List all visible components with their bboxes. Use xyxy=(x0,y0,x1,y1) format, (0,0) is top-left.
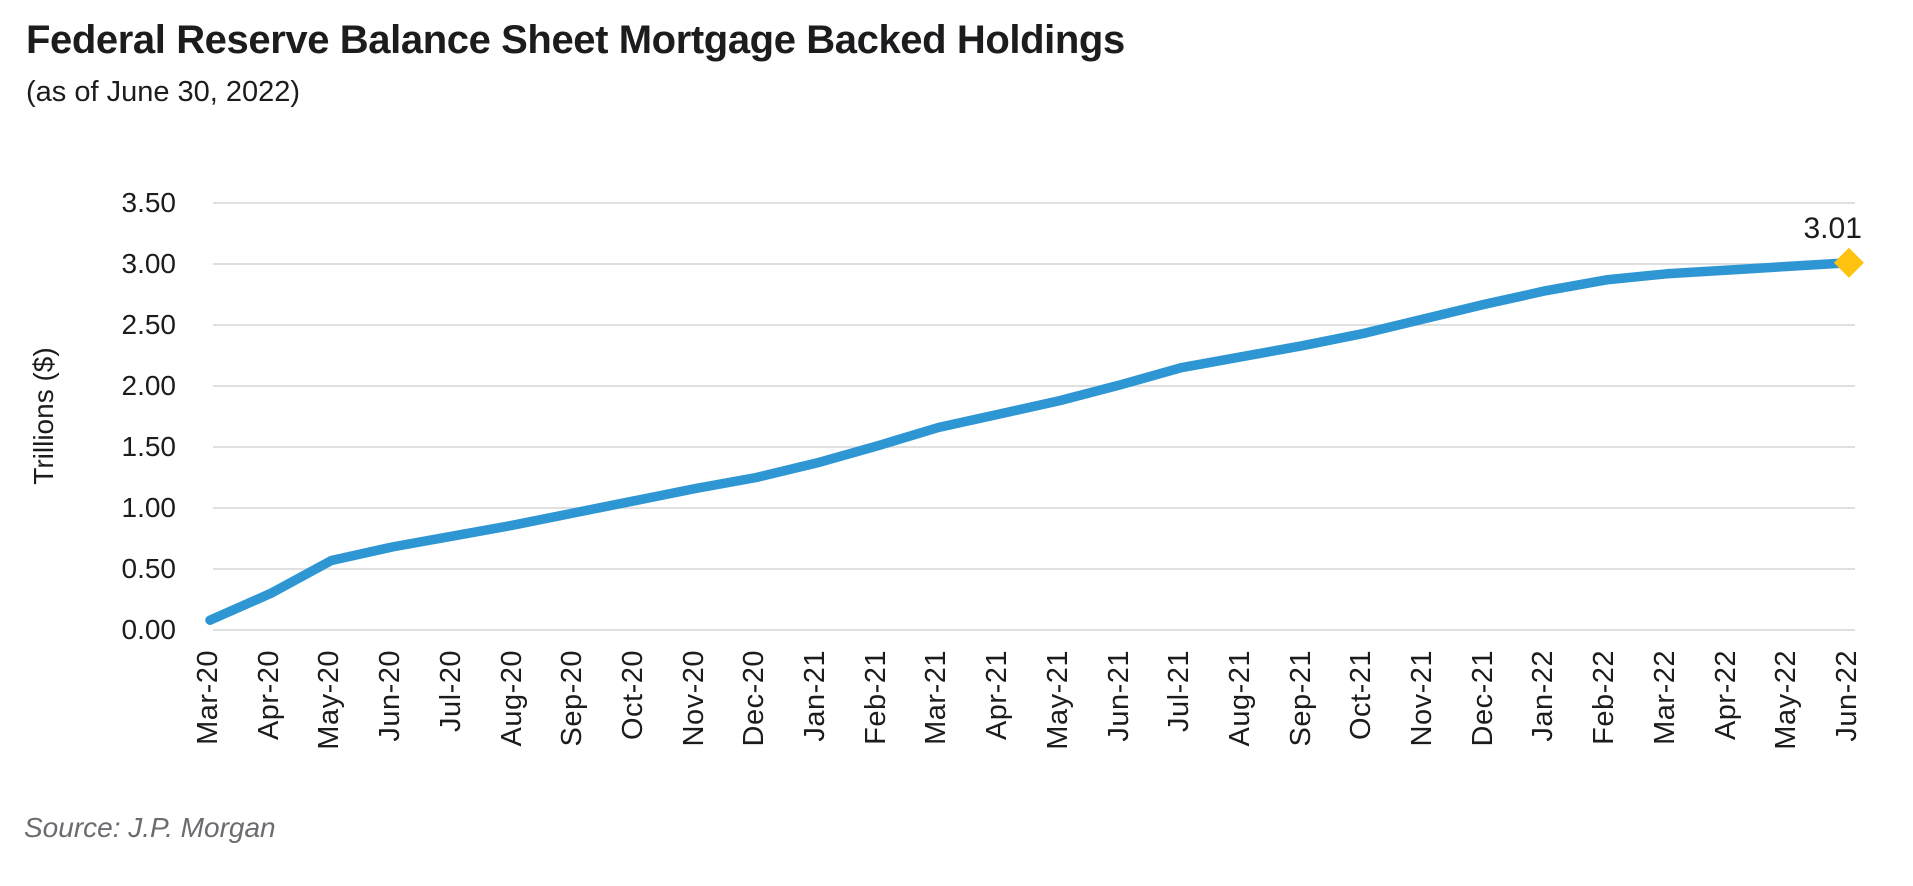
x-tick-label: Jun-22 xyxy=(1830,650,1863,742)
x-tick-label: Oct-20 xyxy=(616,650,649,741)
y-tick-label: 2.00 xyxy=(121,370,177,401)
x-tick-label: Apr-22 xyxy=(1709,650,1742,741)
x-tick-label: Mar-21 xyxy=(920,650,953,745)
end-value-label: 3.01 xyxy=(1803,211,1862,245)
x-tick-label: May-22 xyxy=(1770,650,1803,750)
x-tick-label: Aug-21 xyxy=(1223,650,1256,747)
y-tick-label: 1.50 xyxy=(121,431,177,462)
x-tick-label: Dec-20 xyxy=(738,650,771,747)
x-tick-label: Apr-20 xyxy=(252,650,285,741)
x-tick-label: May-20 xyxy=(313,650,346,750)
y-tick-label: 0.00 xyxy=(121,614,177,645)
x-tick-label: Feb-21 xyxy=(859,650,892,745)
x-tick-label: Sep-21 xyxy=(1284,650,1317,747)
end-marker-diamond-icon xyxy=(1833,247,1864,278)
y-tick-label: 1.00 xyxy=(121,492,177,523)
series-line xyxy=(205,258,1854,625)
x-tick-label: Jan-22 xyxy=(1527,650,1560,742)
x-tick-label: Apr-21 xyxy=(981,650,1014,741)
x-tick-label: Jul-21 xyxy=(1163,650,1196,732)
gridlines xyxy=(213,202,1855,631)
chart-title: Federal Reserve Balance Sheet Mortgage B… xyxy=(26,18,1125,62)
x-tick-label: Jul-20 xyxy=(434,650,467,732)
x-tick-label: Oct-21 xyxy=(1345,650,1378,741)
x-tick-label: Jun-20 xyxy=(374,650,407,742)
x-tick-label: Dec-21 xyxy=(1466,650,1499,747)
x-tick-label: May-21 xyxy=(1041,650,1074,750)
x-tick-label: Sep-20 xyxy=(556,650,589,747)
source-note: Source: J.P. Morgan xyxy=(24,812,276,843)
x-tick-label: Feb-22 xyxy=(1588,650,1621,745)
x-tick-label: Jun-21 xyxy=(1102,650,1135,742)
line-chart-plot xyxy=(205,202,1864,631)
y-tick-label: 0.50 xyxy=(121,553,177,584)
x-tick-label: Mar-20 xyxy=(192,650,224,745)
y-tick-label: 2.50 xyxy=(121,309,177,340)
y-tick-label: 3.00 xyxy=(121,248,177,279)
chart-subtitle: (as of June 30, 2022) xyxy=(26,76,301,108)
x-tick-label: Aug-20 xyxy=(495,650,528,747)
y-tick-label: 3.50 xyxy=(121,187,177,218)
x-tick-label: Mar-22 xyxy=(1648,650,1681,745)
x-tick-label: Nov-20 xyxy=(677,650,710,747)
y-axis-title: Trillions ($) xyxy=(28,347,59,485)
x-tick-label: Jan-21 xyxy=(799,650,831,742)
x-tick-label: Nov-21 xyxy=(1406,650,1438,747)
